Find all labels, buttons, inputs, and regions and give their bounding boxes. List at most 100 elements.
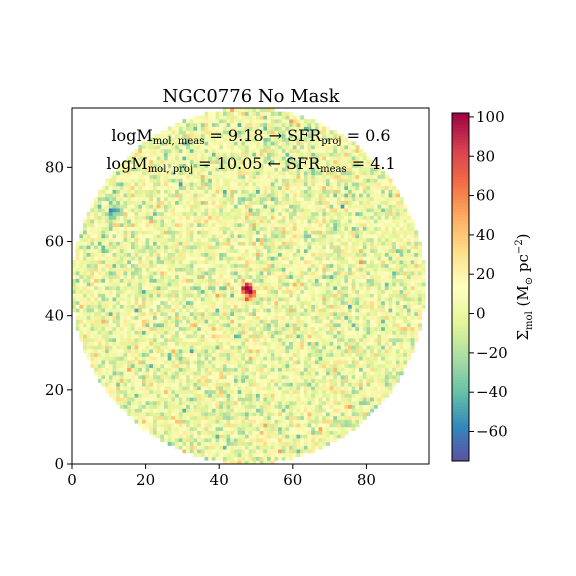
heatmap-cell xyxy=(314,293,319,298)
heatmap-cell xyxy=(197,426,202,431)
heatmap-cell xyxy=(156,286,161,291)
heatmap-cell xyxy=(241,315,246,320)
heatmap-cell xyxy=(270,412,275,417)
heatmap-cell xyxy=(101,334,106,339)
heatmap-cell xyxy=(259,241,264,246)
heatmap-cell xyxy=(355,252,360,257)
heatmap-cell xyxy=(252,356,257,361)
heatmap-cell xyxy=(119,393,124,398)
heatmap-cell xyxy=(171,345,176,350)
heatmap-cell xyxy=(244,289,250,294)
heatmap-cell xyxy=(377,263,382,268)
heatmap-cell xyxy=(318,415,323,420)
heatmap-cell xyxy=(348,278,353,283)
heatmap-cell xyxy=(204,382,209,387)
heatmap-cell xyxy=(182,423,187,428)
heatmap-cell xyxy=(344,256,349,261)
heatmap-cell xyxy=(395,311,400,317)
heatmap-cell xyxy=(123,271,128,276)
heatmap-cell xyxy=(127,349,132,354)
heatmap-cell xyxy=(318,308,323,313)
heatmap-cell xyxy=(178,252,183,257)
heatmap-cell xyxy=(274,415,279,420)
heatmap-cell xyxy=(116,397,121,402)
heatmap-cell xyxy=(256,282,261,287)
heatmap-cell xyxy=(178,389,183,394)
heatmap-cell xyxy=(256,308,261,313)
heatmap-cell xyxy=(182,389,187,394)
heatmap-cell xyxy=(101,245,106,250)
heatmap-cell xyxy=(395,271,400,276)
heatmap-cell xyxy=(296,311,301,317)
heatmap-cell xyxy=(189,286,194,291)
heatmap-cell xyxy=(189,397,194,402)
heatmap-cell xyxy=(256,441,261,446)
heatmap-cell xyxy=(278,375,283,380)
heatmap-cell xyxy=(226,393,231,398)
heatmap-cell xyxy=(333,256,338,261)
heatmap-cell xyxy=(134,404,139,409)
heatmap-cell xyxy=(281,349,286,354)
heatmap-cell xyxy=(392,234,397,239)
heatmap-cell xyxy=(152,371,157,376)
heatmap-cell xyxy=(267,334,272,339)
heatmap-cell xyxy=(219,397,224,402)
heatmap-cell xyxy=(75,241,80,246)
heatmap-cell xyxy=(152,419,157,424)
heatmap-cell xyxy=(156,260,161,265)
heatmap-cell xyxy=(164,260,169,265)
heatmap-cell xyxy=(167,345,172,350)
heatmap-cell xyxy=(403,352,408,357)
heatmap-cell xyxy=(186,286,191,291)
heatmap-cell xyxy=(384,274,389,279)
heatmap-cell xyxy=(270,308,275,313)
heatmap-cell xyxy=(197,356,202,361)
heatmap-cell xyxy=(267,441,272,446)
heatmap-cell xyxy=(237,289,242,294)
heatmap-cell xyxy=(101,256,106,261)
heatmap-cell xyxy=(384,330,389,335)
heatmap-cell xyxy=(152,289,157,294)
heatmap-cell xyxy=(252,419,257,424)
heatmap-cell xyxy=(417,300,422,305)
heatmap-cell xyxy=(392,323,397,328)
heatmap-cell xyxy=(274,326,279,331)
heatmap-cell xyxy=(211,237,216,242)
heatmap-cell xyxy=(406,293,411,298)
heatmap-cell xyxy=(175,434,180,439)
heatmap-cell xyxy=(417,326,422,331)
heatmap-cell xyxy=(141,408,146,413)
heatmap-cell xyxy=(417,315,422,320)
heatmap-cell xyxy=(322,386,327,391)
heatmap-cell xyxy=(344,367,349,372)
heatmap-cell xyxy=(292,252,297,257)
heatmap-cell xyxy=(233,363,238,368)
heatmap-cell xyxy=(186,356,191,361)
heatmap-cell xyxy=(127,297,132,302)
heatmap-cell xyxy=(134,378,139,383)
heatmap-cell xyxy=(285,386,290,391)
heatmap-cell xyxy=(263,389,268,394)
heatmap-cell xyxy=(348,375,353,380)
heatmap-cell xyxy=(226,315,231,320)
heatmap-cell xyxy=(167,341,172,346)
heatmap-cell xyxy=(204,423,209,428)
heatmap-cell xyxy=(381,234,386,239)
heatmap-cell xyxy=(403,245,408,250)
heatmap-cell xyxy=(392,263,397,268)
heatmap-cell xyxy=(348,252,353,257)
heatmap-cell xyxy=(351,334,356,339)
heatmap-cell xyxy=(164,252,169,257)
heatmap-cell xyxy=(267,289,272,294)
heatmap-cell xyxy=(292,434,297,439)
heatmap-cell xyxy=(278,349,283,354)
heatmap-cell xyxy=(127,311,132,317)
heatmap-cell xyxy=(101,326,106,331)
heatmap-cell xyxy=(244,248,250,253)
heatmap-cell xyxy=(145,360,150,365)
heatmap-cell xyxy=(197,241,202,246)
heatmap-cell xyxy=(226,449,231,454)
heatmap-cell xyxy=(256,315,261,320)
heatmap-cell xyxy=(145,326,150,331)
heatmap-cell xyxy=(355,319,360,324)
